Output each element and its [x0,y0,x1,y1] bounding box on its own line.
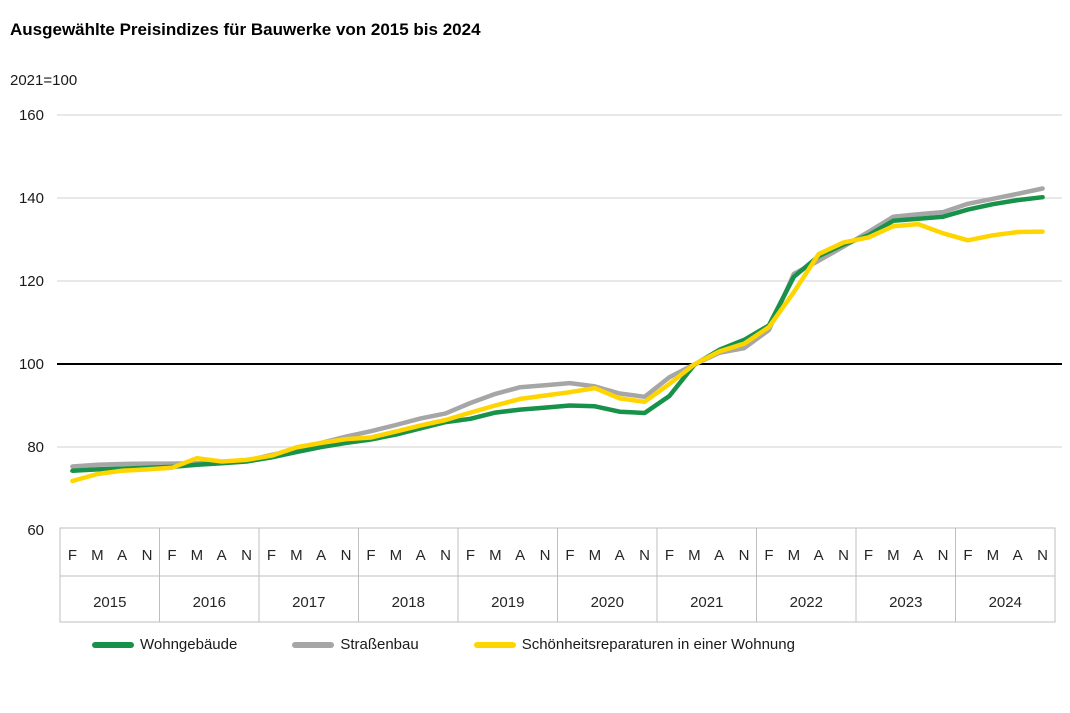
quarter-label: A [416,547,426,564]
legend-swatch-schoenheitsreparaturen [473,641,516,648]
year-label: 2020 [591,594,624,611]
year-label: 2022 [790,594,823,611]
quarter-label: N [639,547,650,564]
series-line-strassenbau [70,186,1045,469]
quarter-label: A [117,547,127,564]
quarter-label: N [540,547,551,564]
quarter-label: N [341,547,352,564]
quarter-label: A [1013,547,1023,564]
quarter-label: M [390,547,403,564]
quarter-label: F [167,547,176,564]
quarter-label: A [913,547,923,564]
legend-item-schoenheitsreparaturen: Schönheitsreparaturen in einer Wohnung [473,636,795,653]
quarter-label: N [838,547,849,564]
quarter-label: F [665,547,674,564]
y-axis-tick-label: 60 [27,522,44,539]
legend-item-wohngebaeude: Wohngebäude [92,636,237,653]
year-label: 2024 [989,594,1022,611]
quarter-label: A [615,547,625,564]
legend-label: Schönheitsreparaturen in einer Wohnung [521,636,795,653]
year-label: 2016 [193,594,226,611]
y-axis-tick-label: 160 [19,107,44,124]
year-label: 2023 [889,594,922,611]
series-line-wohngebaeude [70,194,1045,473]
quarter-label: N [739,547,750,564]
quarter-label: A [714,547,724,564]
legend-label: Wohngebäude [140,636,238,653]
chart-title: Ausgewählte Preisindizes für Bauwerke vo… [10,20,481,39]
chart-legend: Wohngebäude Straßenbau Schönheitsreparatur… [0,636,1070,653]
quarter-label: F [565,547,574,564]
quarter-label: A [316,547,326,564]
y-axis-tick-label: 100 [19,356,44,373]
quarter-label: M [290,547,303,564]
year-label: 2018 [392,594,425,611]
y-axis-tick-label: 120 [19,273,44,290]
quarter-label: M [887,547,900,564]
quarter-label: M [589,547,602,564]
quarter-label: N [440,547,451,564]
quarter-label: F [267,547,276,564]
y-axis-tick-label: 140 [19,190,44,207]
quarter-label: M [987,547,1000,564]
quarter-label: M [688,547,701,564]
quarter-label: A [217,547,227,564]
quarter-label: A [814,547,824,564]
quarter-label: A [515,547,525,564]
quarter-label: N [241,547,252,564]
quarter-label: M [788,547,801,564]
legend-swatch-strassenbau [292,641,335,648]
quarter-label: N [1037,547,1048,564]
quarter-label: M [191,547,204,564]
quarter-label: M [489,547,502,564]
quarter-label: F [68,547,77,564]
year-label: 2017 [292,594,325,611]
quarter-label: N [938,547,949,564]
year-label: 2015 [93,594,126,611]
quarter-label: F [864,547,873,564]
series-line-schoenheitsreparaturen [70,221,1045,484]
legend-item-strassenbau: Straßenbau [292,636,419,653]
y-axis-tick-label: 80 [27,439,44,456]
year-label: 2019 [491,594,524,611]
quarter-label: F [764,547,773,564]
year-cell-2024 [955,575,1056,623]
year-label: 2021 [690,594,723,611]
legend-swatch-wohngebaeude [92,641,134,648]
quarter-label: F [963,547,972,564]
quarter-label: N [142,547,153,564]
legend-label: Straßenbau [340,636,419,653]
quarter-label: F [366,547,375,564]
quarter-label: F [466,547,475,564]
axis-unit-label: 2021=100 [10,72,78,89]
quarter-label: M [91,547,104,564]
